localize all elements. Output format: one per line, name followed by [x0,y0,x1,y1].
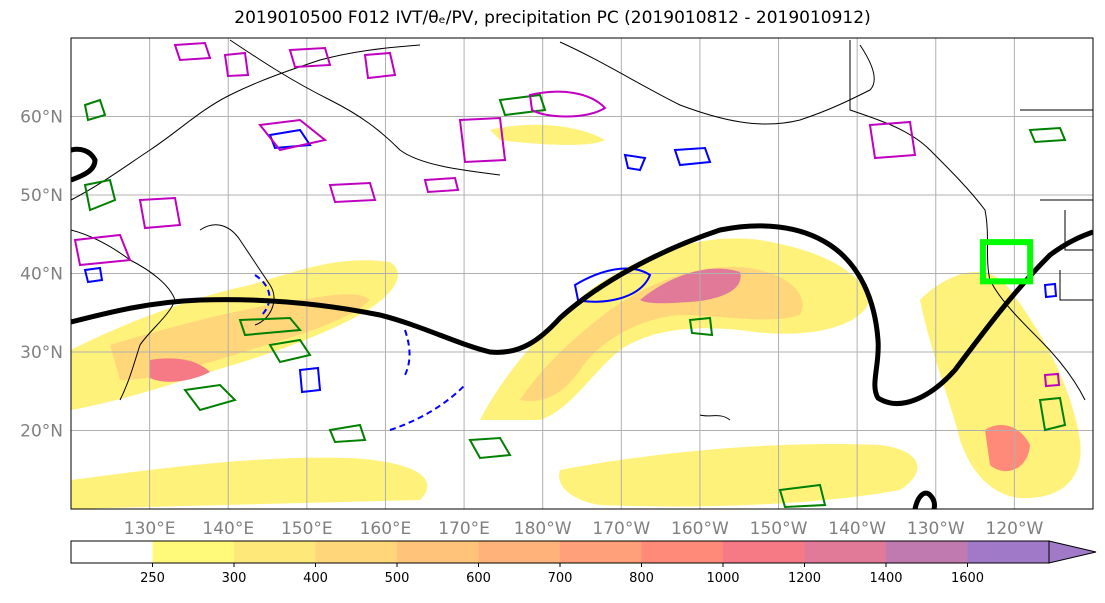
colorbar-label: 1200 [788,571,821,586]
colorbar-label: 300 [222,571,247,586]
colorbar-segment [397,541,479,563]
target-region-box [979,239,1034,285]
colorbar-label: 700 [548,571,573,586]
chart-title: 2019010500 F012 IVT/θₑ/PV, precipitation… [234,8,871,28]
lon-label: 140°E [202,519,254,539]
colorbar-label: 800 [629,571,654,586]
colorbar-segment [641,541,724,563]
gridlines [71,38,1093,509]
lat-label: 30°N [20,343,63,363]
lon-label: 140°W [828,519,886,539]
theta-e-contour-west [71,146,98,183]
lon-label: 170°E [438,519,490,539]
colorbar-label: 1600 [951,571,984,586]
colorbar-label: 250 [140,571,165,586]
longitude-labels: 130°E 140°E 150°E 160°E 170°E 180°W 170°W 160°W… [124,519,1044,539]
colorbar-label: 1000 [706,571,739,586]
lat-label: 20°N [20,422,63,442]
colorbar-segment [560,541,642,563]
lon-label: 130°W [907,519,965,539]
colorbar-segment [804,541,887,563]
colorbar-segment [152,541,235,563]
lat-label: 40°N [20,265,63,285]
pv-contours-positive [83,93,1067,509]
lon-label: 160°W [671,519,729,539]
pv-contours-negative [83,128,1058,394]
theta-e-contour [71,223,1093,406]
colorbar-label: 600 [466,571,491,586]
pv-contours-negative-dashed [254,274,466,431]
pv-contours-other [73,41,1061,388]
theta-e-contour-south [912,490,937,509]
colorbar-segment [478,541,561,563]
lat-label: 60°N [20,108,63,128]
lon-label: 150°E [281,519,333,539]
lon-label: 170°W [592,519,650,539]
colorbar-segment [967,541,1050,563]
colorbar-segment [723,541,805,563]
ivt-shading [71,124,1081,509]
latitude-labels: 60°N 50°N 40°N 30°N 20°N [20,108,63,442]
colorbar-labels: 250 300 400 500 600 700 800 1000 1200 1400 1600 [140,563,984,586]
colorbar [70,540,1097,564]
lon-label: 120°W [986,519,1044,539]
lat-label: 50°N [20,186,63,206]
colorbar-label: 500 [385,571,410,586]
lon-label: 180°W [514,519,572,539]
lon-label: 160°E [360,519,412,539]
colorbar-segment [234,541,316,563]
lon-label: 130°E [124,519,176,539]
lon-label: 150°W [750,519,808,539]
colorbar-extend-arrow [1048,540,1097,564]
colorbar-label: 400 [303,571,328,586]
colorbar-segment [315,541,398,563]
map-frame [70,37,1094,510]
colorbar-segment [886,541,968,563]
colorbar-segment [71,541,153,563]
colorbar-label: 1400 [869,571,902,586]
